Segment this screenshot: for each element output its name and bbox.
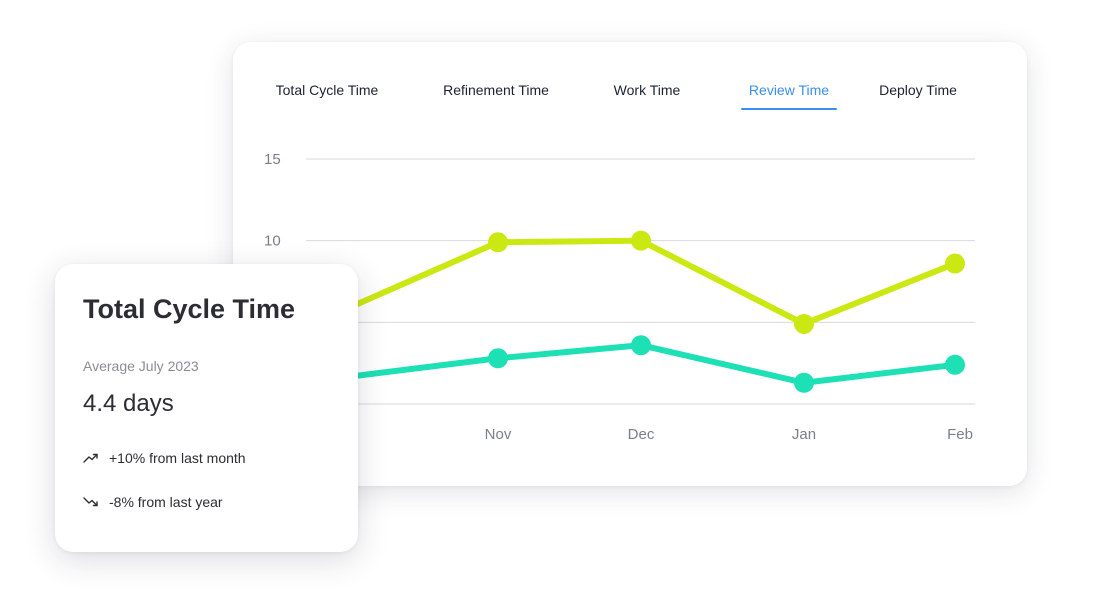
tab-review-time[interactable]: Review Time [748, 82, 830, 98]
x-tick-label: Feb [947, 426, 973, 443]
tab-refinement-time[interactable]: Refinement Time [443, 82, 549, 98]
chart-card: Total Cycle Time Refinement Time Work Ti… [233, 42, 1027, 486]
data-point[interactable] [631, 335, 651, 356]
summary-card: Total Cycle Time Average July 2023 4.4 d… [55, 264, 358, 552]
series-line [350, 342, 958, 386]
tab-total-cycle-time[interactable]: Total Cycle Time [275, 82, 379, 98]
series-line [350, 237, 958, 327]
metric-tabs: Total Cycle Time Refinement Time Work Ti… [233, 42, 1027, 122]
data-point[interactable] [794, 372, 814, 393]
data-point[interactable] [945, 354, 965, 375]
y-tick-label: 10 [264, 233, 281, 250]
line-chart: 15 10 Nov Dec Jan Feb [264, 151, 975, 443]
trend-year-row: -8% from last year [83, 494, 223, 510]
y-tick-label: 15 [264, 151, 281, 168]
summary-value: 4.4 days [83, 390, 174, 417]
data-point[interactable] [945, 253, 965, 274]
trend-up-icon [83, 452, 99, 464]
trend-down-icon [83, 496, 99, 508]
trend-month-row: +10% from last month [83, 450, 246, 466]
data-point[interactable] [631, 230, 651, 251]
tab-deploy-time[interactable]: Deploy Time [879, 82, 957, 98]
data-point[interactable] [488, 232, 508, 253]
active-tab-underline [741, 108, 837, 110]
trend-year-text: -8% from last year [109, 494, 223, 510]
data-point[interactable] [488, 348, 508, 369]
tab-work-time[interactable]: Work Time [613, 82, 681, 98]
trend-month-text: +10% from last month [109, 450, 246, 466]
summary-subtitle: Average July 2023 [83, 358, 199, 374]
x-tick-label: Dec [628, 426, 655, 443]
x-tick-label: Jan [792, 426, 816, 443]
x-tick-label: Nov [485, 426, 512, 443]
summary-title: Total Cycle Time [83, 294, 296, 324]
data-point[interactable] [794, 313, 814, 334]
